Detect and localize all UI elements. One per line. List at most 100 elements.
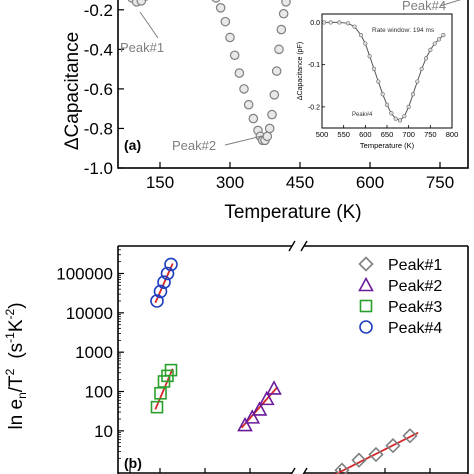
panel-a-data-point [264,123,275,134]
panel-a-data-point [136,0,147,6]
inset-points [322,20,446,123]
panel-a-data-point [262,131,273,142]
data-point-peak4 [157,275,171,290]
axis-break-mark [290,467,296,474]
ylabel-part-sup-minus2: -2 [3,308,17,319]
panel-a-data-point [211,0,221,3]
panel-b-y-tick-label: 100000 [56,264,113,283]
inset-x-tick-label: 550 [337,130,350,139]
peak2-annotation: Peak#2 [172,138,216,153]
panel-a-data-point [278,8,289,19]
peak2-leader-line [224,135,263,146]
data-point-peak1 [385,438,401,454]
inset-data-point [432,41,437,46]
legend-marker-peak4 [359,320,373,334]
panel-b-points [150,257,418,474]
panel-a-x-tick-label: 300 [216,173,244,192]
panel-a-annotations: Peak#1 Peak#2 Peak#4 [120,0,462,153]
legend-label: Peak#3 [388,299,442,316]
panel-a-y-tick-label: -0.6 [84,80,113,99]
panel-a-data-point [220,16,231,27]
data-point-peak4 [153,284,168,299]
panel-a-y-tick-label: -0.8 [84,119,113,138]
inset-data-point [397,118,403,123]
ylabel-part-over-t: /T [6,375,27,392]
panel-a-data-point [267,109,277,120]
ylabel-part-ln: ln e [6,399,27,430]
inset-data-point [423,56,429,61]
inset-data-point [367,54,372,59]
panel-b-y-tick-label: 100 [85,383,113,402]
data-point-peak2 [251,401,268,416]
inset-x-tick-label: 800 [446,130,459,139]
inset-data-point [428,47,433,52]
panel-b-legend: Peak#1 Peak#2 Peak#3 Peak#4 [358,256,442,337]
legend-marker-peak3 [359,299,373,313]
ylabel-part-sup-2: 2 [3,368,17,375]
inset-data-point [406,104,411,109]
data-point-peak1 [402,428,418,444]
data-point-peak1 [334,462,350,474]
ylabel-part-unit-k: K [6,319,27,332]
panel-b-ticks: 10 100 1000 10000 100000 [56,245,124,459]
panel-a-y-tick-label: -0.2 [84,1,113,20]
panel-a-data-point [281,0,291,7]
panel-a-data-point [215,2,226,13]
panel-b-label: (b) [124,455,142,471]
legend-label: Peak#4 [388,320,442,337]
peak4-leader-line [439,0,462,7]
panel-a-data-point [269,90,280,100]
panel-a-y-tick-label: -0.4 [84,40,113,59]
panel-a-x-axis-label: Temperature (K) [224,202,361,223]
panel-a-data-point [274,44,284,55]
inset-data-point [419,66,424,71]
inset-x-axis-label: Temperature (K) [360,141,415,150]
data-point-peak2 [244,409,261,424]
panel-a-ticks: 150 300 450 600 750 -0.2 -0.4 -0.6 -0.8 -1.0 [84,1,454,192]
legend-marker-peak2 [358,276,374,292]
inset-data-point [436,37,442,42]
panel-a-y-tick-label: -1.0 [84,159,113,178]
axis-break-mark [302,467,308,474]
inset-rate-window-text: Rate window: 194 ms [372,27,435,34]
inset-y-tick-label: -0.2 [308,104,320,111]
data-point-peak4 [160,266,175,281]
fit-line-peak1 [334,431,419,474]
panel-b-frame [117,240,469,474]
panel-a-data-point [248,113,259,124]
panel-a-y-axis-label: ΔCapacitance [62,32,83,150]
peak4-annotation: Peak#4 [402,0,446,13]
data-point-peak4 [150,294,164,308]
panel-a-x-tick-label: 150 [146,173,174,192]
panel-a-frame [117,0,469,169]
data-point-peak4 [164,257,178,272]
panel-a-data-point [239,84,249,94]
inset-data-point [352,24,357,29]
panel-a-x-tick-label: 600 [356,173,384,192]
panel-b-fit-lines [154,263,419,474]
axis-break-mark [300,240,308,252]
inset-data-point [410,92,416,97]
inset-data-point [376,79,381,84]
inset-data-point [345,21,351,26]
inset-y-tick-label: -0.1 [308,62,320,69]
inset-x-tick-label: 600 [359,130,372,139]
data-point-peak2 [237,416,253,432]
panel-a-data-point [225,32,235,43]
panel-a-label: (a) [124,137,141,153]
legend-label: Peak#1 [388,257,442,274]
peak1-leader-line [139,11,159,39]
data-point-peak3 [154,387,167,400]
inset-x-tick-label: 700 [402,130,415,139]
panel-a-points [127,0,291,146]
panel-a: 150 300 450 600 750-0.2-0.4-0.6-0.8-1.0 500 5… [62,0,469,223]
inset-y-axis-label: ΔCapacitance (pF) [297,42,304,100]
panel-a-data-point [243,99,254,110]
ylabel-part-unit-s: (s [6,343,27,359]
inset-data-point [363,41,368,46]
peak1-annotation: Peak#1 [120,40,164,55]
panel-b-y-axis-label: ln en/T2 (s-1K-2) [3,302,29,429]
panel-b-y-tick-label: 10000 [66,304,113,323]
